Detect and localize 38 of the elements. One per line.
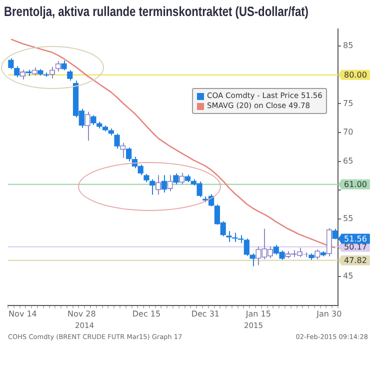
y-tick-label: 65 <box>343 156 354 166</box>
candlestick <box>226 230 232 243</box>
x-tick-label: Jan 15 <box>244 309 271 318</box>
candlestick <box>155 174 162 196</box>
x-tick-label: Dec 31 <box>191 309 220 318</box>
candlestick <box>114 133 120 150</box>
x-tick-label: Dec 15 <box>132 309 161 318</box>
candlestick <box>244 238 250 256</box>
ref-line-label: 47.82 <box>344 256 367 265</box>
chart-title: Brentolja, aktiva rullande terminskontraktet (US-dollar/fat) <box>4 4 308 19</box>
ref-line-label: 80.00 <box>344 70 367 80</box>
candlestick <box>161 174 167 193</box>
candlestick <box>126 147 132 162</box>
candlestick <box>61 60 67 71</box>
x-tick-label: Nov 14 <box>8 309 37 318</box>
candlestick <box>84 111 90 142</box>
x-tick-label: Nov 28 <box>67 309 96 318</box>
candlestick <box>14 66 20 78</box>
candlestick <box>173 172 179 185</box>
x-tick-label: Jan 30 <box>316 309 342 318</box>
candlestick <box>326 228 332 257</box>
ref-line-label: 50.17 <box>344 242 367 252</box>
y-tick-label: 45 <box>343 272 354 281</box>
y-tick-label: 55 <box>343 214 354 224</box>
candlestick <box>90 114 96 126</box>
ref-line-label: 61.00 <box>344 180 367 189</box>
candlestick <box>150 178 156 196</box>
candlestick <box>49 66 55 79</box>
y-tick-label: 85 <box>343 41 354 50</box>
candlestick <box>20 69 26 80</box>
candlestick <box>55 60 61 72</box>
candlestick <box>250 253 256 267</box>
y-tick-label: 70 <box>343 128 354 137</box>
candlestick <box>67 70 73 82</box>
y-tick-label: 75 <box>343 98 354 108</box>
candlestick <box>8 58 14 70</box>
annotation: 51.56 <box>344 234 367 244</box>
candlestick <box>120 142 126 158</box>
